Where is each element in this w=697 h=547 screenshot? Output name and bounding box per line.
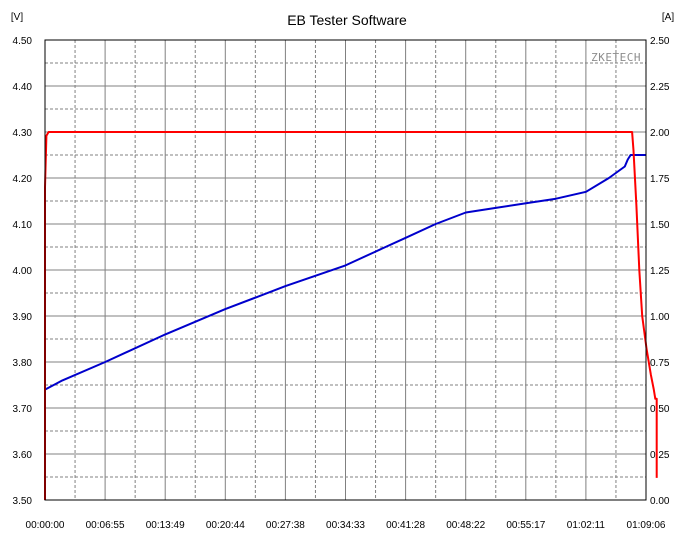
current-series-line	[44, 131, 658, 500]
y-left-tick-label: 3.50	[13, 496, 33, 507]
y-right-tick-label: 2.50	[650, 36, 670, 47]
y-left-tick-label: 4.40	[13, 82, 33, 93]
y-right-tick-label: 1.00	[650, 312, 670, 323]
y-right-tick-label: 2.00	[650, 128, 670, 139]
y-left-tick-label: 4.30	[13, 128, 33, 139]
watermark: ZKETECH	[591, 51, 641, 64]
series-group	[44, 131, 658, 500]
y-right-tick-label: 0.00	[650, 496, 670, 507]
y-right-tick-label: 0.50	[650, 404, 670, 415]
y-left-tick-label: 3.80	[13, 358, 33, 369]
y-left-tick-label: 3.90	[13, 312, 33, 323]
y-left-tick-label: 4.20	[13, 174, 33, 185]
plot-frame	[44, 39, 647, 501]
x-tick-label: 00:06:55	[86, 520, 125, 531]
y-right-tick-label: 2.25	[650, 82, 670, 93]
left-axis-unit: [V]	[11, 12, 23, 23]
y-right-tick-label: 1.75	[650, 174, 670, 185]
x-tick-label: 00:00:00	[26, 520, 65, 531]
x-tick-label: 00:20:44	[206, 520, 245, 531]
x-tick-label: 00:41:28	[386, 520, 425, 531]
y-left-tick-label: 3.70	[13, 404, 33, 415]
x-tick-label: 00:13:49	[146, 520, 185, 531]
y-left-tick-label: 3.60	[13, 450, 33, 461]
y-right-tick-label: 0.25	[650, 450, 670, 461]
x-tick-label: 00:34:33	[326, 520, 365, 531]
y-right-tick-label: 0.75	[650, 358, 670, 369]
y-right-tick-label: 1.50	[650, 220, 670, 231]
grid	[45, 40, 646, 500]
y-left-tick-label: 4.00	[13, 266, 33, 277]
y-right-tick-label: 1.25	[650, 266, 670, 277]
x-tick-label: 01:09:06	[627, 520, 666, 531]
y-left-tick-label: 4.50	[13, 36, 33, 47]
y-left-tick-label: 4.10	[13, 220, 33, 231]
x-tick-label: 00:48:22	[446, 520, 485, 531]
right-axis-unit: [A]	[662, 12, 674, 23]
x-tick-label: 00:55:17	[506, 520, 545, 531]
tick-labels: 4.50 4.40 4.30 4.20 4.10 4.00 3.90 3.80 3.70 3.60…	[13, 36, 670, 531]
x-tick-label: 01:02:11	[567, 520, 606, 531]
chart-title: EB Tester Software	[287, 12, 407, 28]
x-tick-label: 00:27:38	[266, 520, 305, 531]
voltage-series-line	[44, 154, 646, 391]
